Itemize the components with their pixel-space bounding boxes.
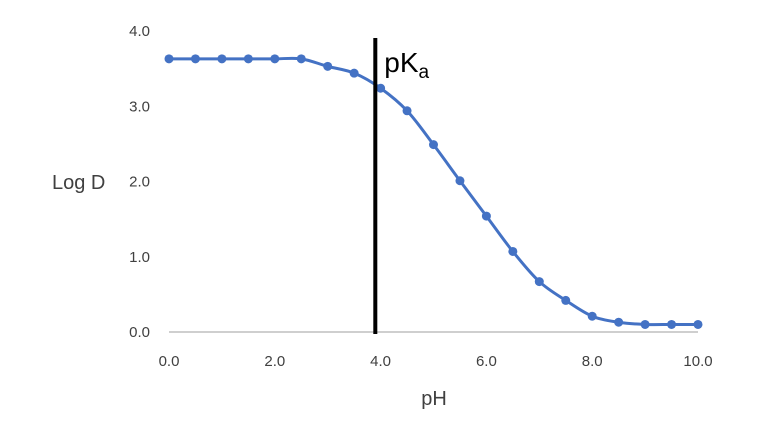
y-axis-title: Log D — [52, 172, 105, 194]
data-point — [455, 176, 465, 186]
y-tick-label: 0.0 — [129, 324, 150, 341]
x-tick-label: 0.0 — [159, 353, 180, 370]
data-point — [614, 317, 624, 327]
y-tick-label: 1.0 — [129, 249, 150, 266]
pka-label: pKa — [384, 47, 429, 83]
x-tick-label: 6.0 — [476, 353, 497, 370]
data-point — [561, 295, 571, 305]
axes: 0.0 2.0 4.0 6.0 8.0 10.0 0.0 1.0 2.0 3.0 4.0 — [129, 23, 712, 370]
data-point — [296, 54, 306, 64]
data-point — [323, 61, 333, 71]
data-point — [243, 54, 253, 64]
x-tick-label: 2.0 — [264, 353, 285, 370]
pka-label-main: pK — [384, 47, 419, 78]
data-point — [349, 68, 359, 78]
x-tick-label: 4.0 — [370, 353, 391, 370]
data-point — [376, 83, 386, 93]
data-point — [217, 54, 227, 64]
y-tick-label: 3.0 — [129, 98, 150, 115]
pka-label-subscript: a — [419, 62, 430, 83]
x-axis-title: pH — [421, 388, 447, 410]
data-point — [640, 319, 650, 329]
data-point — [429, 140, 438, 150]
data-point — [402, 106, 412, 116]
data-point — [481, 211, 491, 221]
data-point — [587, 311, 597, 321]
x-tick-label: 8.0 — [582, 353, 603, 370]
data-point — [534, 277, 544, 287]
annotation-layer: pKa — [373, 38, 430, 334]
series-layer — [164, 54, 703, 329]
y-tick-label: 2.0 — [129, 174, 150, 191]
x-tick-label: 10.0 — [683, 353, 712, 370]
data-point — [270, 54, 280, 64]
data-point — [693, 319, 703, 329]
y-tick-label: 4.0 — [129, 23, 150, 40]
data-point — [190, 54, 200, 64]
data-point — [508, 246, 518, 256]
data-point — [667, 319, 677, 329]
data-point — [164, 54, 174, 64]
